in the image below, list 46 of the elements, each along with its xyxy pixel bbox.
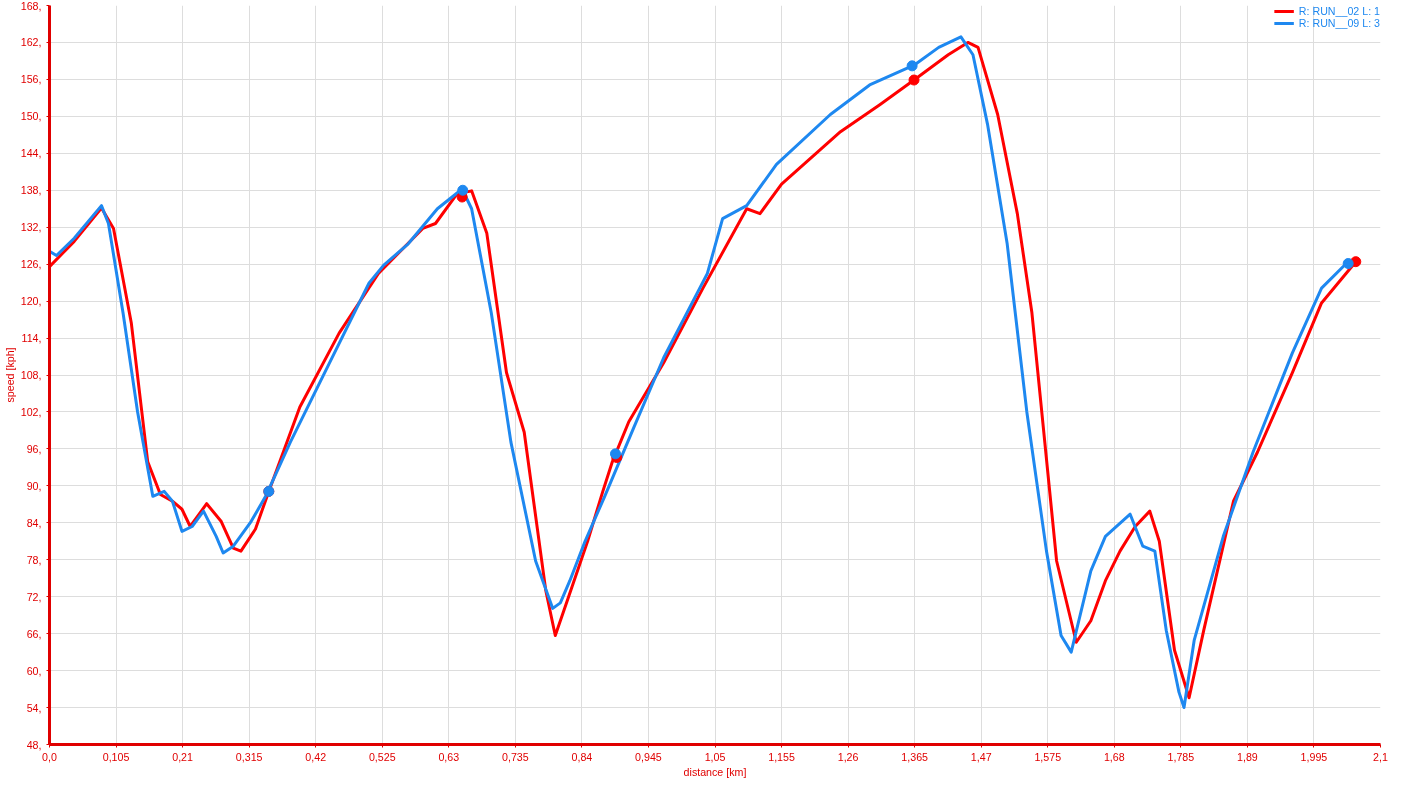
x-tick-label: 1,47 — [970, 750, 992, 763]
x-tick-label: 0,945 — [635, 750, 662, 763]
x-tick-label: 0,315 — [235, 750, 263, 763]
x-tick-label: 0,84 — [571, 750, 593, 763]
x-axis-title: distance [km] — [683, 765, 747, 778]
y-tick-label: 72, — [26, 590, 42, 603]
y-tick-label: 162, — [20, 36, 42, 49]
y-tick-label: 138, — [20, 184, 42, 197]
y-tick-label: 96, — [26, 442, 42, 455]
x-tick-label: 0,21 — [172, 750, 194, 763]
y-tick-label: 126, — [20, 258, 42, 271]
y-tick-label: 54, — [26, 701, 42, 714]
y-tick-label: 120, — [20, 295, 42, 308]
x-tick-label: 1,785 — [1167, 750, 1195, 763]
x-tick-label: 1,05 — [704, 750, 726, 763]
legend-label: R: RUN__09 L: 3 — [1298, 17, 1380, 29]
y-tick-label: 102, — [20, 405, 42, 418]
x-tick-label: 2,1 — [1373, 750, 1388, 763]
y-axis-title: speed [kph] — [3, 347, 16, 403]
x-tick-label: 1,89 — [1237, 750, 1258, 763]
y-tick-label: 108, — [20, 369, 42, 381]
x-tick-label: 1,68 — [1103, 750, 1125, 763]
x-tick-label: 0,735 — [502, 750, 529, 763]
x-tick-label: 1,365 — [901, 750, 929, 763]
y-tick-label: 48, — [26, 738, 42, 751]
x-tick-label: 1,575 — [1034, 750, 1062, 763]
y-tick-label: 78, — [26, 553, 42, 566]
y-tick-label: 90, — [26, 479, 42, 492]
x-tick-label: 1,995 — [1300, 750, 1328, 763]
x-tick-label: 0,105 — [102, 750, 130, 763]
y-tick-label: 150, — [20, 110, 42, 123]
y-tick-label: 168, — [20, 0, 42, 12]
x-tick-label: 0,63 — [438, 750, 460, 763]
x-tick-label: 0,525 — [368, 750, 396, 763]
x-tick-label: 0,0 — [42, 750, 57, 763]
y-tick-label: 60, — [26, 664, 42, 677]
x-tick-label: 0,42 — [305, 750, 327, 763]
y-tick-label: 66, — [26, 627, 42, 640]
x-tick-label: 1,155 — [768, 750, 795, 763]
y-tick-label: 132, — [20, 221, 42, 234]
y-tick-label: 84, — [26, 516, 42, 529]
y-tick-label: 144, — [20, 147, 42, 160]
y-tick-label: 114, — [21, 332, 42, 345]
legend-label: R: RUN__02 L: 1 — [1298, 5, 1380, 17]
x-tick-label: 1,26 — [837, 750, 859, 763]
y-tick-label: 156, — [20, 73, 42, 86]
